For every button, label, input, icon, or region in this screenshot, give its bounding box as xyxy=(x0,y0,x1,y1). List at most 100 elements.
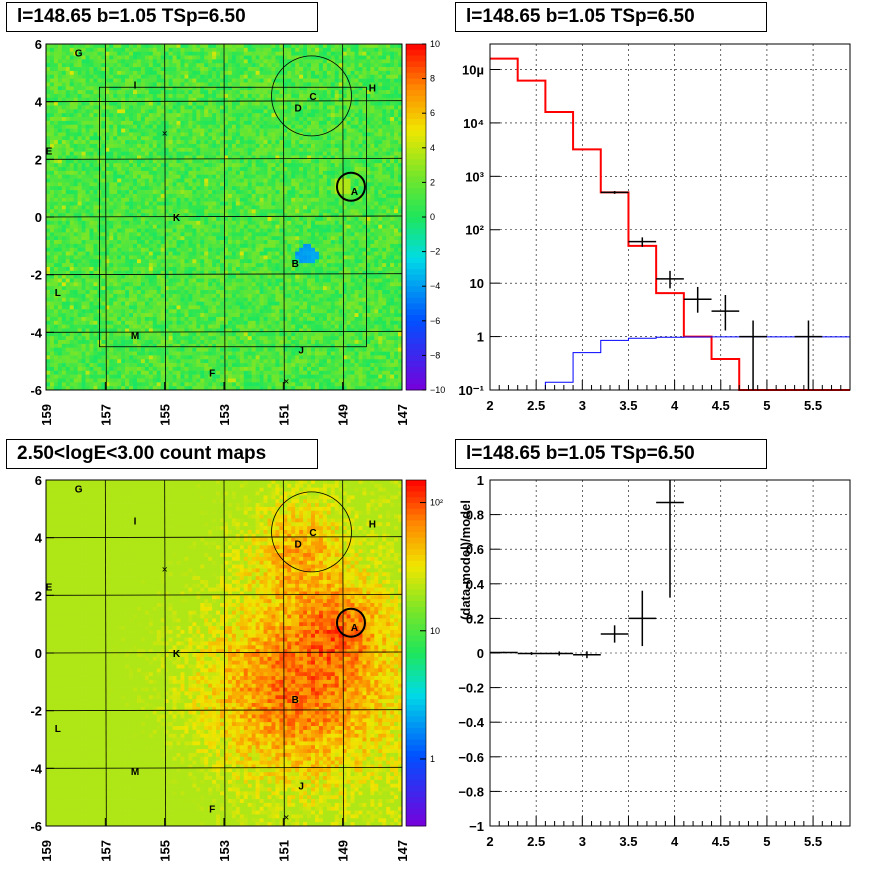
heatmap-cell xyxy=(200,305,205,310)
heatmap-cell xyxy=(239,266,245,272)
heatmap-cell xyxy=(144,266,150,272)
heatmap-cell xyxy=(93,220,98,225)
heatmap-cell xyxy=(227,190,233,195)
heatmap-cell xyxy=(136,55,142,60)
heatmap-cell xyxy=(204,332,209,337)
heatmap-cell xyxy=(89,74,94,79)
heatmap-cell xyxy=(235,51,241,56)
heatmap-cell xyxy=(140,286,146,291)
heatmap-cell xyxy=(105,274,110,279)
heatmap-cell xyxy=(216,247,221,252)
heatmap-cell xyxy=(57,309,63,314)
heatmap-cell xyxy=(239,170,245,176)
heatmap-cell xyxy=(61,209,67,214)
heatmap-cell xyxy=(152,167,158,172)
heatmap-cell xyxy=(216,59,221,64)
heatmap-cell xyxy=(109,209,114,214)
heatmap-cell xyxy=(259,259,264,264)
heatmap-cell xyxy=(200,217,205,222)
heatmap-cell xyxy=(164,386,169,391)
heatmap-cell xyxy=(133,301,138,306)
heatmap-cell xyxy=(73,370,78,375)
heatmap-cell xyxy=(133,363,138,368)
heatmap-cell xyxy=(101,343,106,349)
heatmap-cell xyxy=(196,224,201,229)
heatmap-cell xyxy=(216,382,221,387)
heatmap-cell xyxy=(109,174,114,179)
heatmap-cell xyxy=(196,213,201,218)
heatmap-cell xyxy=(125,167,130,172)
heatmap-cell xyxy=(53,274,59,279)
heatmap-cell xyxy=(200,340,205,345)
heatmap-cell xyxy=(168,255,173,260)
heatmap-cell xyxy=(144,301,150,306)
heatmap-cell xyxy=(204,101,209,106)
heatmap-cell xyxy=(255,305,260,310)
heatmap-cell xyxy=(263,205,268,210)
heatmap-cell xyxy=(129,224,134,229)
heatmap-cell xyxy=(255,266,260,272)
heatmap-cell xyxy=(263,147,268,152)
heatmap-cell xyxy=(188,205,193,210)
heatmap-cell xyxy=(255,140,260,145)
heatmap-cell xyxy=(117,128,122,133)
heatmap-cell xyxy=(180,59,185,64)
heatmap-cell xyxy=(65,97,71,102)
heatmap-cell xyxy=(105,47,110,52)
heatmap-cell xyxy=(93,132,98,137)
heatmap-cell xyxy=(89,178,94,183)
heatmap-cell xyxy=(204,351,209,356)
heatmap-cell xyxy=(168,201,173,206)
heatmap-cell xyxy=(129,205,134,210)
heatmap-cell xyxy=(81,205,86,210)
heatmap-cell xyxy=(129,247,134,252)
heatmap-cell xyxy=(188,293,193,299)
heatmap-cell xyxy=(176,97,181,102)
heatmap-cell xyxy=(57,105,63,110)
heatmap-cell xyxy=(117,293,122,299)
heatmap-cell xyxy=(148,351,154,356)
heatmap-cell xyxy=(208,167,213,172)
heatmap-cell xyxy=(97,67,102,72)
heatmap-cell xyxy=(117,70,122,76)
heatmap-cell xyxy=(121,82,126,87)
heatmap-cell xyxy=(113,232,118,237)
heatmap-cell xyxy=(164,163,169,168)
heatmap-cell xyxy=(184,101,189,106)
heatmap-cell xyxy=(156,167,162,172)
heatmap-cell xyxy=(77,351,82,356)
heatmap-cell xyxy=(77,259,82,264)
heatmap-cell xyxy=(259,355,264,360)
heatmap-cell xyxy=(216,240,221,245)
heatmap-cell xyxy=(180,324,185,329)
heatmap-cell xyxy=(105,174,110,179)
heatmap-cell xyxy=(73,159,78,164)
heatmap-cell xyxy=(243,282,249,287)
heatmap-cell xyxy=(69,132,74,137)
heatmap-cell xyxy=(125,151,130,156)
heatmap-cell xyxy=(156,159,162,164)
heatmap-cell xyxy=(192,101,197,106)
heatmap-cell xyxy=(231,236,237,241)
heatmap-cell xyxy=(212,136,217,141)
heatmap-cell xyxy=(212,105,217,110)
heatmap-cell xyxy=(160,297,165,302)
heatmap-cell xyxy=(220,247,225,252)
heatmap-cell xyxy=(168,182,173,187)
heatmap-cell xyxy=(144,63,150,68)
heatmap-cell xyxy=(160,101,165,106)
heatmap-cell xyxy=(49,47,55,52)
heatmap-cell xyxy=(121,93,126,99)
heatmap-cell xyxy=(65,47,71,52)
heatmap-cell xyxy=(204,163,209,168)
heatmap-cell xyxy=(69,313,74,318)
heatmap-cell xyxy=(247,355,252,360)
heatmap-cell xyxy=(129,370,134,375)
heatmap-cell xyxy=(77,305,82,310)
heatmap-cell xyxy=(105,301,110,306)
heatmap-cell xyxy=(117,163,122,168)
heatmap-cell xyxy=(192,228,197,233)
heatmap-cell xyxy=(227,55,233,60)
heatmap-cell xyxy=(243,290,249,295)
heatmap-cell xyxy=(172,274,177,279)
